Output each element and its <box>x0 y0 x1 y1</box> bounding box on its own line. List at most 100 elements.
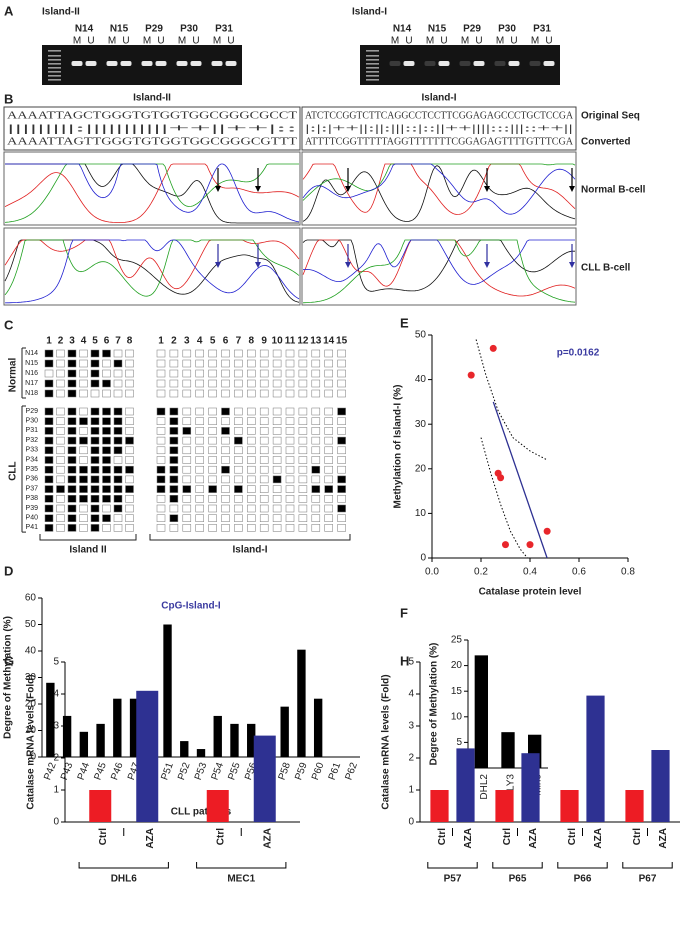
cpg-cell <box>156 407 166 416</box>
y-tick-label: 0 <box>420 553 426 564</box>
dna-band <box>190 61 202 66</box>
cpg-cell <box>337 407 346 416</box>
cpg-cell <box>247 369 256 378</box>
ladder-band <box>48 59 61 61</box>
cpg-cell <box>90 524 100 532</box>
lane-label: M <box>178 36 186 47</box>
cpg-cell <box>195 389 204 398</box>
cpg-cell <box>169 369 179 378</box>
cpg-cell <box>113 495 123 503</box>
cpg-cell <box>247 524 256 532</box>
panel-letter: G <box>4 653 14 668</box>
row-label: Normal B-cell <box>581 185 646 196</box>
cpg-cell <box>67 369 77 378</box>
cpg-cell <box>259 456 269 464</box>
sequence: ATCTCCGGTCTTCAGGCCTCCTTCGGAGAGCCCTGCTCCG… <box>305 110 573 122</box>
cpg-cell <box>195 456 204 464</box>
cpg-cell <box>208 436 217 445</box>
cpg-cell <box>195 359 204 368</box>
cpg-cell <box>234 504 243 513</box>
ladder-band <box>48 55 61 57</box>
group-bracket <box>427 828 478 869</box>
dna-band <box>438 61 450 66</box>
cpg-cell <box>272 359 282 368</box>
cpg-cell <box>79 369 88 378</box>
panel-letter: D <box>4 563 13 578</box>
bar <box>136 690 159 822</box>
cpg-cell <box>125 475 134 484</box>
cpg-cell <box>195 436 204 445</box>
cpg-cell <box>44 524 54 532</box>
sample-label: P29 <box>26 408 39 415</box>
ladder-band <box>366 71 379 73</box>
ladder-band <box>48 50 61 52</box>
cpg-cell <box>90 369 100 378</box>
cpg-cell <box>56 495 65 503</box>
cpg-cell <box>234 514 243 522</box>
cpg-cell <box>156 436 166 445</box>
cpg-cell <box>324 427 333 435</box>
cpg-cell <box>156 465 166 474</box>
column-number: 13 <box>310 336 322 347</box>
column-number: 10 <box>272 336 284 347</box>
data-point <box>543 527 551 535</box>
data-point <box>497 474 505 482</box>
lane-label: M <box>461 36 469 47</box>
cpg-cell <box>67 495 77 503</box>
cpg-cell <box>259 379 269 388</box>
trace <box>302 163 576 215</box>
cpg-cell <box>234 524 243 532</box>
bracket <box>39 534 137 541</box>
column-number: 1 <box>46 336 52 347</box>
cpg-cell <box>44 417 54 425</box>
cpg-cell <box>156 504 166 513</box>
sequence: AAAATTAGTTGGGTGTGGTGGCGGGCGTTT <box>7 136 297 148</box>
dna-band <box>543 61 555 66</box>
cpg-cell <box>44 407 54 416</box>
series-label: AZA <box>593 828 604 849</box>
cpg-cell <box>169 475 179 484</box>
y-tick-label: 4 <box>408 689 414 700</box>
sample-label: P40 <box>26 515 39 522</box>
y-axis-label: Catalase mRNA levels (Fold) <box>381 674 392 809</box>
cpg-cell <box>259 475 269 484</box>
bar <box>89 790 112 822</box>
cpg-cell <box>102 359 111 368</box>
x-tick-label: P58 <box>277 761 294 782</box>
cpg-cell <box>67 427 77 435</box>
cpg-cell <box>337 389 346 398</box>
cpg-cell <box>311 369 321 378</box>
cpg-cell <box>102 417 111 425</box>
cpg-cell <box>67 485 77 493</box>
cpg-cell <box>113 485 123 493</box>
cpg-cell <box>272 427 282 435</box>
y-tick-label: 3 <box>408 721 414 732</box>
cpg-cell <box>56 504 65 513</box>
cpg-cell <box>324 465 333 474</box>
cpg-cell <box>182 379 192 388</box>
cpg-cell <box>247 389 256 398</box>
cpg-cell <box>337 359 346 368</box>
cpg-cell <box>221 379 230 388</box>
cpg-cell <box>221 436 230 445</box>
group-bracket <box>557 828 608 869</box>
cpg-cell <box>311 359 321 368</box>
panel-letter: B <box>4 91 13 106</box>
cpg-cell <box>102 475 111 484</box>
cpg-cell <box>44 436 54 445</box>
cpg-cell <box>67 446 77 455</box>
cpg-cell <box>182 475 192 484</box>
cpg-cell <box>56 427 65 435</box>
cpg-cell <box>56 436 65 445</box>
cpg-cell <box>247 407 256 416</box>
bar <box>474 655 488 768</box>
cpg-cell <box>44 465 54 474</box>
sample-label: P35 <box>26 466 39 473</box>
cpg-cell <box>125 407 134 416</box>
cpg-cell <box>125 514 134 522</box>
cpg-cell <box>247 504 256 513</box>
cpg-cell <box>272 456 282 464</box>
dna-band <box>211 61 223 66</box>
x-tick-label: P60 <box>310 761 327 782</box>
cpg-cell <box>102 495 111 503</box>
